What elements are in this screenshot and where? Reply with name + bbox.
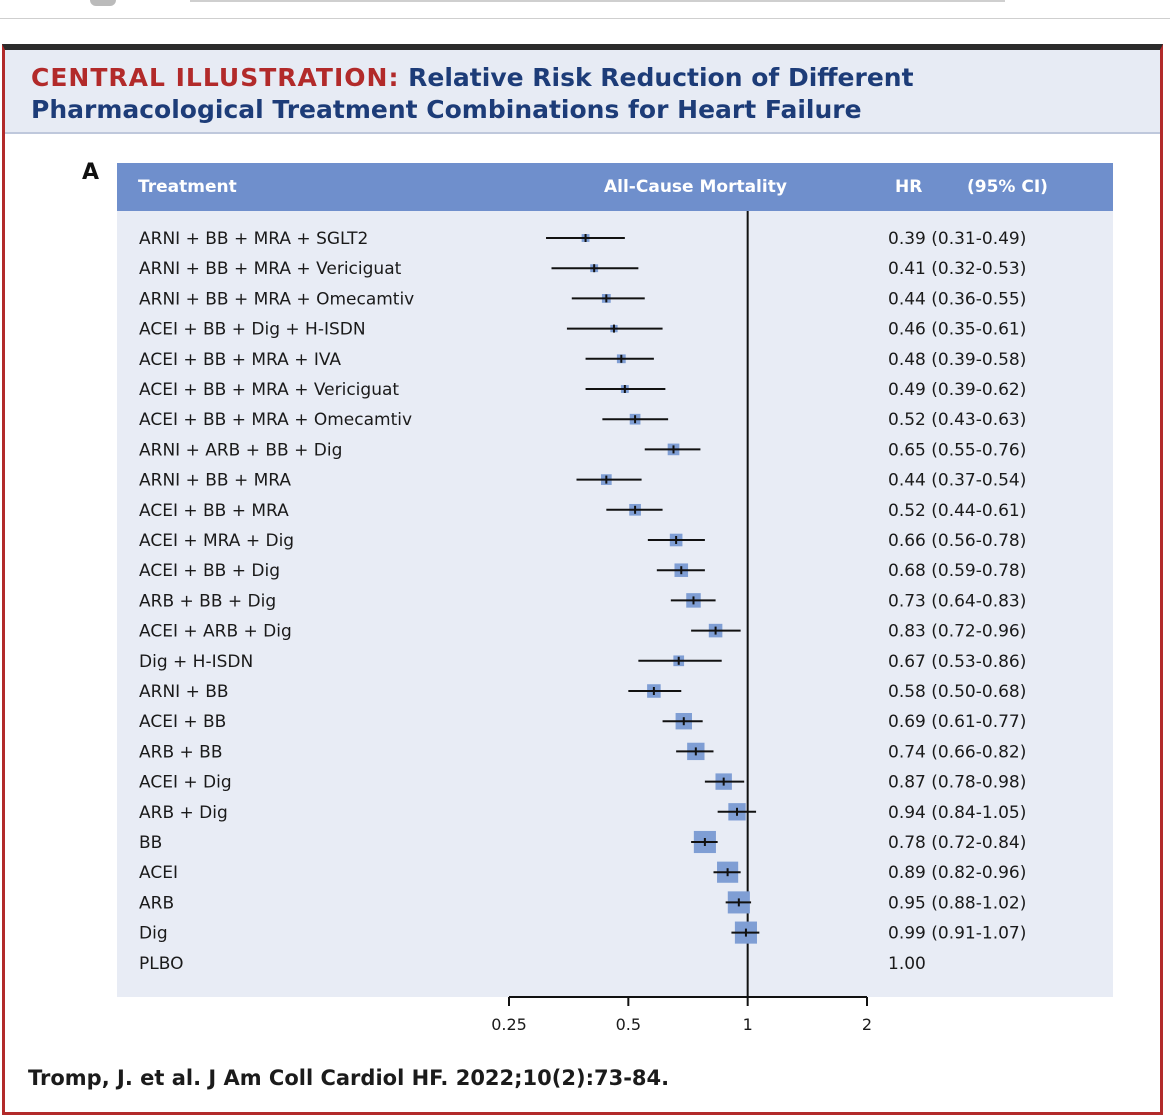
row-hr-value: 0.74 (0.66-0.82) (888, 742, 1026, 762)
row-hr-value: 0.65 (0.55-0.76) (888, 440, 1026, 460)
illustration-title: CENTRAL ILLUSTRATION: Relative Risk Redu… (31, 62, 1141, 126)
row-label: BB (139, 833, 162, 853)
forest-row: BB 0.78 (0.72-0.84) (139, 830, 1026, 854)
row-hr-value: 0.39 (0.31-0.49) (888, 229, 1026, 249)
row-label: Dig + H-ISDN (139, 652, 253, 672)
row-hr-value: 0.95 (0.88-1.02) (888, 893, 1026, 913)
row-label: ACEI + ARB + Dig (139, 622, 292, 642)
row-hr-value: 0.41 (0.32-0.53) (888, 259, 1026, 279)
forest-rows: ARNI + BB + MRA + SGLT2 0.39 (0.31-0.49)A… (139, 229, 1026, 974)
top-page-strip (0, 0, 1170, 44)
row-label: ARB (139, 893, 174, 913)
forest-row: ACEI 0.89 (0.82-0.96) (139, 861, 1026, 883)
row-label: ACEI + BB + MRA (139, 501, 289, 521)
forest-row: ACEI + BB 0.69 (0.61-0.77) (139, 712, 1026, 732)
citation: Tromp, J. et al. J Am Coll Cardiol HF. 2… (28, 1066, 670, 1090)
forest-row: ARNI + BB + MRA + Omecamtiv 0.44 (0.36-0.… (139, 289, 1026, 309)
row-hr-value: 0.94 (0.84-1.05) (888, 803, 1026, 823)
x-tick-label: 0.25 (491, 1015, 527, 1034)
row-hr-value: 0.49 (0.39-0.62) (888, 380, 1026, 400)
row-label: ARNI + BB + MRA + Omecamtiv (139, 289, 414, 309)
row-hr-value: 0.52 (0.44-0.61) (888, 501, 1026, 521)
row-label: ARB + BB + Dig (139, 591, 276, 611)
row-label: ARB + Dig (139, 803, 228, 823)
forest-row: ARB + BB 0.74 (0.66-0.82) (139, 742, 1026, 762)
row-label: ACEI + BB + MRA + Vericiguat (139, 380, 399, 400)
column-header-bar (117, 163, 1113, 211)
x-tick-label: 1 (743, 1015, 753, 1034)
page-fragment-mark (90, 0, 116, 6)
forest-row: ARB + BB + Dig 0.73 (0.64-0.83) (139, 591, 1026, 611)
x-tick-label: 0.5 (616, 1015, 641, 1034)
header-outcome: All-Cause Mortality (604, 177, 787, 197)
forest-row: PLBO 1.00 (139, 954, 926, 974)
row-label: ARNI + BB + MRA + Vericiguat (139, 259, 402, 279)
row-hr-value: 0.78 (0.72-0.84) (888, 833, 1026, 853)
x-tick-label: 2 (862, 1015, 872, 1034)
row-hr-value: 0.87 (0.78-0.98) (888, 773, 1026, 793)
header-treatment: Treatment (138, 177, 237, 197)
forest-row: Dig 0.99 (0.91-1.07) (139, 921, 1026, 944)
row-hr-value: 0.67 (0.53-0.86) (888, 652, 1026, 672)
title-lead: CENTRAL ILLUSTRATION: (31, 63, 400, 92)
row-label: ACEI (139, 863, 178, 883)
forest-row: Dig + H-ISDN 0.67 (0.53-0.86) (139, 652, 1026, 672)
row-hr-value: 0.58 (0.50-0.68) (888, 682, 1026, 702)
row-hr-value: 0.44 (0.36-0.55) (888, 289, 1026, 309)
row-label: ARNI + ARB + BB + Dig (139, 440, 342, 460)
forest-row: ACEI + BB + MRA 0.52 (0.44-0.61) (139, 501, 1026, 521)
forest-row: ACEI + BB + MRA + Vericiguat 0.49 (0.39-0… (139, 380, 1026, 400)
row-label: ACEI + BB + MRA + IVA (139, 350, 341, 370)
row-label: PLBO (139, 954, 183, 974)
row-hr-value: 1.00 (888, 954, 926, 974)
row-label: ARNI + BB (139, 682, 229, 702)
row-hr-value: 0.68 (0.59-0.78) (888, 561, 1026, 581)
forest-row: ACEI + BB + Dig 0.68 (0.59-0.78) (139, 561, 1026, 581)
row-hr-value: 0.83 (0.72-0.96) (888, 622, 1026, 642)
x-axis: 0.25 0.5 1 2 (491, 996, 872, 1034)
row-label: ARB + BB (139, 742, 222, 762)
row-label: ARNI + BB + MRA + SGLT2 (139, 229, 368, 249)
row-hr-value: 0.66 (0.56-0.78) (888, 531, 1026, 551)
forest-row: ACEI + Dig 0.87 (0.78-0.98) (139, 773, 1026, 793)
panel-letter: A (82, 160, 100, 185)
forest-row: ARNI + ARB + BB + Dig 0.65 (0.55-0.76) (139, 440, 1026, 460)
header-ci: (95% CI) (967, 177, 1048, 197)
row-hr-value: 0.46 (0.35-0.61) (888, 320, 1026, 340)
forest-row: ARNI + BB 0.58 (0.50-0.68) (139, 682, 1026, 702)
row-label: ACEI + BB + Dig (139, 561, 280, 581)
page-edge-line (190, 0, 1005, 2)
forest-row: ARNI + BB + MRA 0.44 (0.37-0.54) (139, 471, 1026, 491)
forest-row: ACEI + BB + Dig + H-ISDN 0.46 (0.35-0.61) (139, 320, 1026, 340)
row-label: ARNI + BB + MRA (139, 471, 291, 491)
header-hr: HR (895, 177, 922, 197)
plot-background (117, 211, 1113, 997)
row-hr-value: 0.89 (0.82-0.96) (888, 863, 1026, 883)
title-bar: CENTRAL ILLUSTRATION: Relative Risk Redu… (5, 50, 1160, 134)
forest-row: ARNI + BB + MRA + Vericiguat 0.41 (0.32-0… (139, 259, 1026, 279)
forest-row: ACEI + BB + MRA + Omecamtiv 0.52 (0.43-0.… (139, 410, 1026, 430)
row-hr-value: 0.73 (0.64-0.83) (888, 591, 1026, 611)
row-label: ACEI + MRA + Dig (139, 531, 294, 551)
title-text: Relative Risk Reduction of Different Pha… (31, 63, 914, 124)
row-label: Dig (139, 924, 168, 944)
row-hr-value: 0.48 (0.39-0.58) (888, 350, 1026, 370)
row-hr-value: 0.69 (0.61-0.77) (888, 712, 1026, 732)
row-hr-value: 0.99 (0.91-1.07) (888, 924, 1026, 944)
forest-row: ACEI + MRA + Dig 0.66 (0.56-0.78) (139, 531, 1026, 551)
row-hr-value: 0.52 (0.43-0.63) (888, 410, 1026, 430)
row-hr-value: 0.44 (0.37-0.54) (888, 471, 1026, 491)
page-divider (0, 18, 1170, 19)
forest-row: ARB 0.95 (0.88-1.02) (139, 891, 1026, 914)
forest-row: ARB + Dig 0.94 (0.84-1.05) (139, 803, 1026, 823)
row-label: ACEI + BB + MRA + Omecamtiv (139, 410, 412, 430)
forest-row: ARNI + BB + MRA + SGLT2 0.39 (0.31-0.49) (139, 229, 1026, 249)
forest-row: ACEI + BB + MRA + IVA 0.48 (0.39-0.58) (139, 350, 1026, 370)
forest-row: ACEI + ARB + Dig 0.83 (0.72-0.96) (139, 622, 1026, 642)
row-label: ACEI + Dig (139, 773, 232, 793)
row-label: ACEI + BB (139, 712, 226, 732)
row-label: ACEI + BB + Dig + H-ISDN (139, 320, 366, 340)
